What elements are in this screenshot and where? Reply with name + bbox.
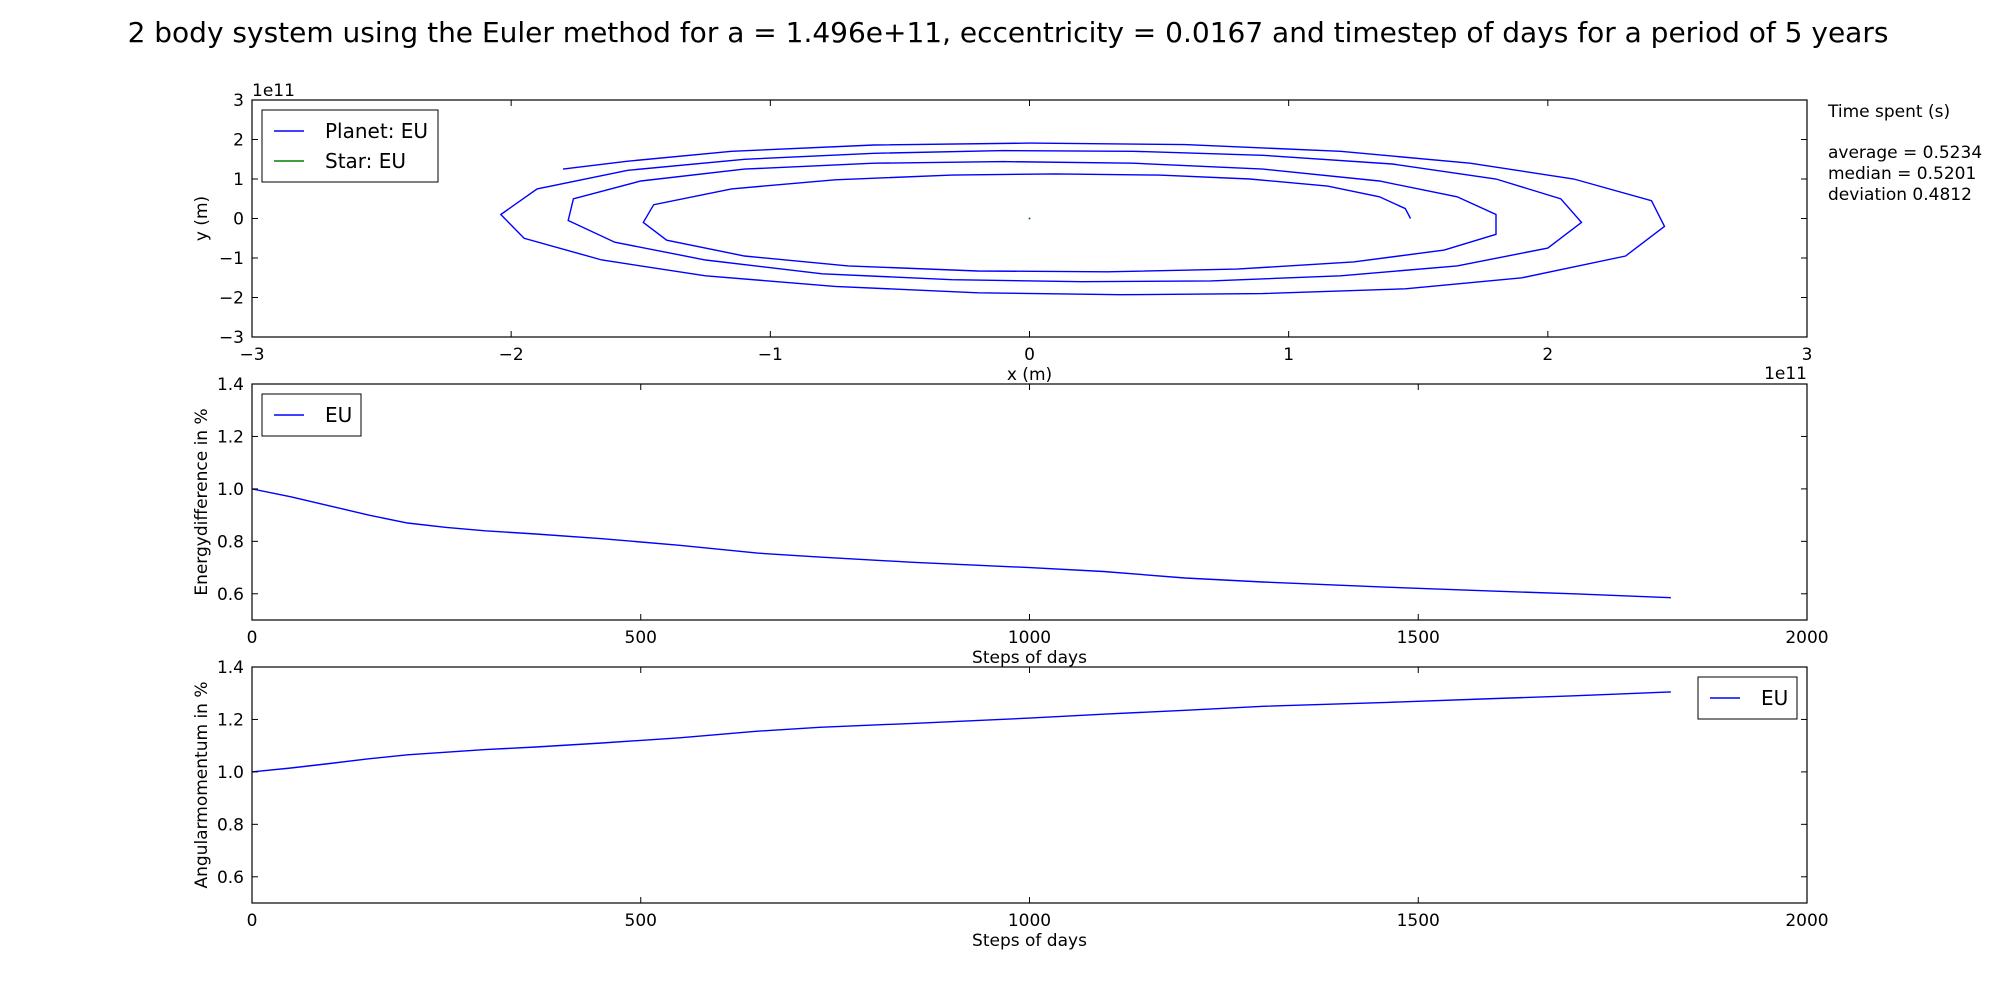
x-tick-label: 0 [247,911,258,931]
x-tick-label: 1500 [1397,628,1440,648]
y-tick-label: 3 [233,91,244,111]
y-tick-label: −3 [219,328,244,348]
y-tick-label: 0.8 [217,815,244,835]
y-tick-label: −2 [219,289,244,309]
x-tick-label: 2 [1542,345,1553,365]
x-tick-label: 1000 [1008,628,1051,648]
legend-box [1697,676,1798,720]
x-axis-label: Steps of days [972,931,1087,951]
legend-1: EU [261,393,362,437]
series-line-0-0 [499,142,1666,296]
energy-plot: 0 500 1000 1500 2000 0.6 0.8 1.0 1.2 1.4 Steps of … [192,375,1829,668]
x-tick-label: −3 [239,345,264,365]
legend-box [261,109,439,183]
y-tick-label: 0.6 [217,868,244,888]
x-tick-label: 1500 [1397,911,1440,931]
y-axis-label: Angularmomentum in % [192,681,212,888]
y-tick-label: 1.2 [217,427,244,447]
x-tick-label: −1 [758,345,783,365]
star-marker [1028,217,1031,220]
figure-title: 2 body system using the Euler method for… [128,16,1889,49]
legend-entry: Planet: EU [325,119,428,143]
y-tick-label: 0.8 [217,532,244,552]
series-line-2-0 [251,691,1671,773]
x-tick-label: 500 [625,911,657,931]
y-offset-label: 1e11 [252,81,295,101]
y-tick-label: 1.0 [217,480,244,500]
legend-entry: Star: EU [325,149,406,173]
y-tick-label: 2 [233,131,244,151]
x-tick-label: 2000 [1785,628,1828,648]
y-axis-label: y (m) [192,196,212,241]
orbit-plot: −3 −2 −1 0 1 2 3 −3 −2 −1 0 1 2 3 x (m) y (m) 1e11 1e11 Pl… [192,81,1812,385]
x-tick-label: −2 [499,345,524,365]
legend-entry: EU [325,403,352,427]
x-offset-label: 1e11 [1764,364,1807,384]
x-tick-label: 1000 [1008,911,1051,931]
time-spent-average: average = 0.5234 [1828,143,1982,163]
time-spent-panel: Time spent (s) average = 0.5234 median =… [1827,102,1982,205]
x-tick-label: 3 [1802,345,1813,365]
legend-2: EU [1697,676,1798,720]
time-spent-median: median = 0.5201 [1828,164,1976,184]
x-axis-label: Steps of days [972,648,1087,668]
series-line-1-0 [251,488,1671,599]
time-spent-heading: Time spent (s) [1827,102,1950,122]
legend-entry: EU [1761,686,1788,710]
y-tick-label: 1.4 [217,375,244,395]
x-tick-label: 1 [1283,345,1294,365]
x-axis-label: x (m) [1007,365,1052,385]
y-tick-label: 1.2 [217,710,244,730]
y-tick-label: 1.4 [217,658,244,678]
time-spent-deviation: deviation 0.4812 [1828,185,1972,205]
x-tick-label: 0 [1024,345,1035,365]
legend-0: Planet: EU Star: EU [261,109,439,183]
angular-momentum-plot: 0 500 1000 1500 2000 0.6 0.8 1.0 1.2 1.4 Steps of … [192,658,1829,951]
y-tick-label: 1 [233,170,244,190]
axes-frame-2 [251,666,1808,904]
x-tick-label: 0 [247,628,258,648]
y-tick-label: 0.6 [217,585,244,605]
y-tick-label: 1.0 [217,763,244,783]
axes-frame-1 [251,383,1808,621]
y-tick-label: −1 [219,249,244,269]
y-axis-label: Energydifference in % [192,408,212,595]
x-tick-label: 500 [625,628,657,648]
y-tick-label: 0 [233,210,244,230]
x-tick-label: 2000 [1785,911,1828,931]
